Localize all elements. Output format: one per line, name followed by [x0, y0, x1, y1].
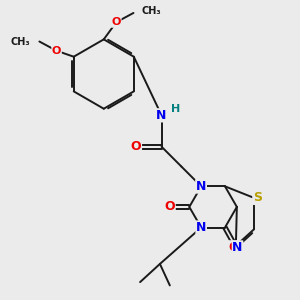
Text: O: O: [112, 17, 121, 27]
Text: O: O: [52, 46, 61, 56]
Text: N: N: [196, 221, 206, 234]
Text: O: O: [164, 200, 175, 213]
Text: CH₃: CH₃: [142, 6, 161, 16]
Text: N: N: [232, 241, 243, 254]
Text: CH₃: CH₃: [11, 37, 30, 46]
Text: N: N: [156, 109, 167, 122]
Text: S: S: [253, 191, 262, 204]
Text: O: O: [131, 140, 141, 153]
Text: N: N: [196, 180, 206, 193]
Text: N: N: [196, 180, 206, 193]
Text: H: H: [171, 104, 180, 114]
Text: O: O: [228, 241, 238, 254]
